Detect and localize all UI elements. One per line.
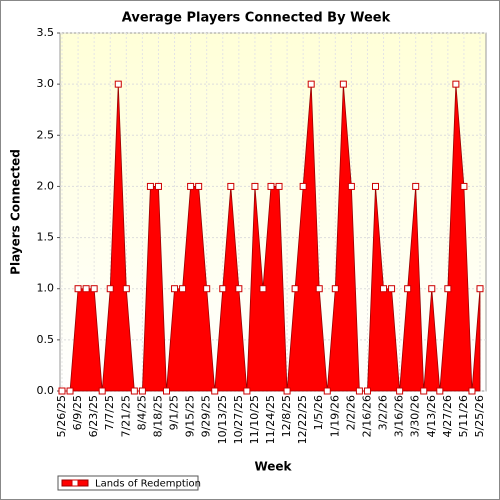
marker (122, 285, 130, 293)
x-tick-label: 12/22/25 (296, 395, 309, 444)
marker (154, 182, 162, 190)
marker (283, 387, 291, 395)
marker (195, 182, 203, 190)
x-tick-label: 2/16/26 (360, 395, 373, 437)
marker (476, 285, 484, 293)
x-tick-label: 4/27/26 (441, 395, 454, 437)
marker (339, 80, 347, 88)
x-tick-label: 8/4/25 (135, 395, 148, 430)
marker (388, 285, 396, 293)
marker (412, 182, 420, 190)
marker (90, 285, 98, 293)
marker (187, 182, 195, 190)
x-tick-label: 2/2/26 (344, 395, 357, 430)
marker (420, 387, 428, 395)
marker (444, 285, 452, 293)
x-tick-label: 1/5/26 (312, 395, 325, 430)
marker (315, 285, 323, 293)
x-tick-label: 4/13/26 (425, 395, 438, 437)
marker (211, 387, 219, 395)
marker (58, 387, 66, 395)
y-tick-label: 2.0 (37, 179, 55, 192)
x-tick-label: 5/25/26 (473, 395, 486, 437)
y-tick-label: 3.0 (37, 77, 55, 90)
marker (259, 285, 267, 293)
x-tick-label: 9/29/25 (200, 395, 213, 437)
marker (380, 285, 388, 293)
legend-box (57, 475, 199, 491)
x-tick-label: 10/27/25 (232, 395, 245, 444)
marker (323, 387, 331, 395)
x-tick-label: 11/10/25 (248, 395, 261, 444)
x-tick-label: 6/23/25 (87, 395, 100, 437)
marker (219, 285, 227, 293)
marker (267, 182, 275, 190)
y-tick-label: 0.5 (37, 333, 55, 346)
marker (396, 387, 404, 395)
x-tick-label: 8/18/25 (151, 395, 164, 437)
marker (363, 387, 371, 395)
x-tick-label: 9/15/25 (184, 395, 197, 437)
marker (146, 182, 154, 190)
marker (114, 80, 122, 88)
x-tick-label: 1/19/26 (328, 395, 341, 437)
marker (98, 387, 106, 395)
x-axis-title: Week (254, 460, 292, 474)
marker (203, 285, 211, 293)
legend-marker (71, 479, 79, 487)
x-tick-label: 10/13/25 (216, 395, 229, 444)
marker (468, 387, 476, 395)
marker (82, 285, 90, 293)
x-tick-label: 5/26/25 (55, 395, 68, 437)
x-tick-label: 3/2/26 (377, 395, 390, 430)
y-axis-title: Players Connected (9, 149, 23, 275)
marker (299, 182, 307, 190)
marker (452, 80, 460, 88)
marker (460, 182, 468, 190)
y-tick-label: 2.5 (37, 128, 55, 141)
x-tick-label: 7/21/25 (119, 395, 132, 437)
marker (74, 285, 82, 293)
marker (404, 285, 412, 293)
marker (235, 285, 243, 293)
marker (138, 387, 146, 395)
chart-title: Average Players Connected By Week (122, 11, 391, 26)
marker (436, 387, 444, 395)
x-tick-label: 11/24/25 (264, 395, 277, 444)
marker (428, 285, 436, 293)
legend-label: Lands of Redemption (95, 479, 201, 490)
marker (307, 80, 315, 88)
marker (106, 285, 114, 293)
marker (130, 387, 138, 395)
x-tick-label: 3/16/26 (393, 395, 406, 437)
x-tick-label: 7/7/25 (103, 395, 116, 430)
marker (171, 285, 179, 293)
x-tick-label: 5/11/26 (457, 395, 470, 437)
marker (355, 387, 363, 395)
y-tick-label: 1.5 (37, 231, 55, 244)
x-tick-label: 6/9/25 (71, 395, 84, 430)
marker (243, 387, 251, 395)
marker (275, 182, 283, 190)
y-tick-label: 1.0 (37, 282, 55, 295)
x-tick-label: 3/30/26 (409, 395, 422, 437)
marker (251, 182, 259, 190)
y-tick-label: 0.0 (37, 384, 55, 397)
marker (227, 182, 235, 190)
marker (179, 285, 187, 293)
marker (347, 182, 355, 190)
marker (163, 387, 170, 395)
x-tick-label: 9/1/25 (168, 395, 181, 430)
x-tick-label: 12/8/25 (280, 395, 293, 437)
marker (372, 182, 379, 190)
marker (66, 387, 74, 395)
marker (291, 285, 299, 293)
y-tick-label: 3.5 (37, 26, 55, 39)
marker (331, 285, 339, 293)
